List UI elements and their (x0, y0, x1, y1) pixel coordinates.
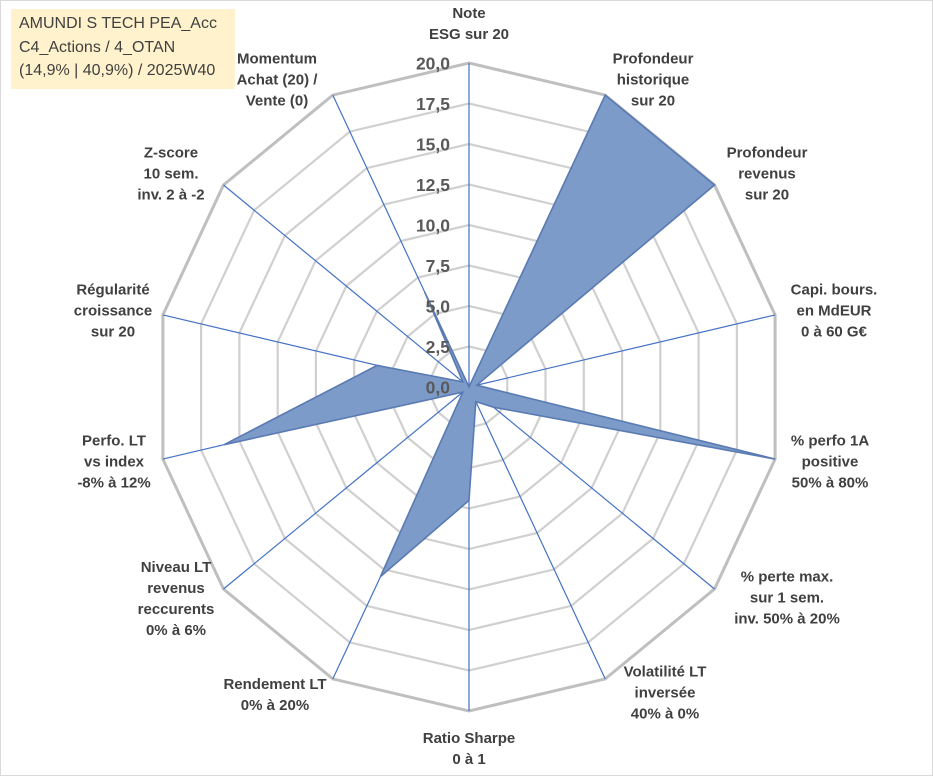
axis-label: Note ESG sur 20 (428, 5, 510, 43)
axis-label: Perfo. LT vs index -8% à 12% (77, 432, 151, 492)
axis-label: Ratio Sharpe 0 à 1 (422, 730, 516, 768)
axis-label: Profondeur historique sur 20 (612, 50, 694, 110)
r-tick-label: 0,0 (426, 377, 451, 397)
info-box: AMUNDI S TECH PEA_Acc C4_Actions / 4_OTA… (11, 9, 235, 89)
axis-label: Profondeur revenus sur 20 (726, 144, 808, 204)
r-tick-label: 5,0 (426, 296, 451, 316)
r-tick-label: 17,5 (416, 94, 450, 114)
axis-spoke (223, 386, 470, 590)
axis-label: Momentum Achat (20) / Vente (0) (236, 50, 318, 110)
axis-spoke (468, 386, 715, 590)
axis-spoke (468, 314, 776, 388)
r-tick-label: 20,0 (416, 53, 450, 73)
axis-spoke (468, 386, 606, 680)
series-area (223, 93, 776, 578)
info-line-stats: (14,9% | 40,9%) / 2025W40 (19, 62, 216, 79)
info-line-fund: AMUNDI S TECH PEA_Acc (19, 15, 217, 32)
info-line-category: C4_Actions / 4_OTAN (19, 38, 176, 56)
axis-spoke (223, 184, 470, 388)
r-tick-label: 12,5 (416, 175, 450, 195)
axis-label: Niveau LT revenus reccurents 0% à 6% (137, 559, 215, 639)
axis-label: Volatilité LT inversée 40% à 0% (623, 663, 707, 723)
axis-label: Capi. bours. en MdEUR 0 à 60 G€ (790, 281, 878, 341)
r-tick-label: 2,5 (426, 337, 451, 357)
axis-label: Z-score 10 sem. inv. 2 à -2 (137, 144, 205, 204)
r-tick-label: 15,0 (416, 134, 450, 154)
r-tick-label: 7,5 (426, 256, 451, 276)
axis-label: Rendement LT 0% à 20% (223, 676, 327, 714)
axis-label: % perte max. sur 1 sem. inv. 50% à 20% (734, 568, 840, 628)
axis-label: Régularité croissance sur 20 (73, 281, 153, 341)
r-tick-labels: 0,0 2,5 5,0 7,5 10,0 12,5 15,0 17,5 20,0 (416, 53, 450, 397)
axis-label: % perfo 1A positive 50% à 80% (790, 432, 870, 492)
r-tick-label: 10,0 (416, 215, 450, 235)
